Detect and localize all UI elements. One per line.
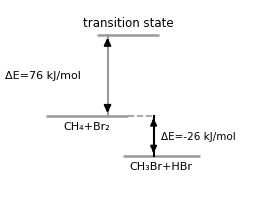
Text: CH₄+Br₂: CH₄+Br₂ <box>64 121 110 131</box>
Text: ΔE=76 kJ/mol: ΔE=76 kJ/mol <box>5 71 81 81</box>
Text: CH₃Br+HBr: CH₃Br+HBr <box>130 161 193 171</box>
Text: transition state: transition state <box>83 17 173 30</box>
Text: ΔE=-26 kJ/mol: ΔE=-26 kJ/mol <box>161 131 236 141</box>
